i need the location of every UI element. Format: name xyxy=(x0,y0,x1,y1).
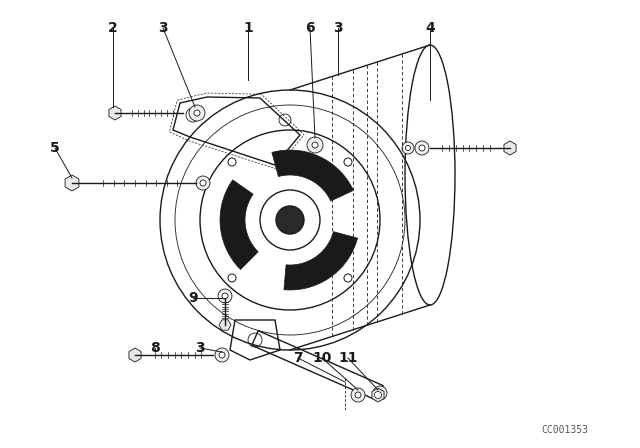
Circle shape xyxy=(419,145,425,151)
Circle shape xyxy=(200,180,206,186)
Circle shape xyxy=(377,390,383,396)
Polygon shape xyxy=(109,106,121,120)
Polygon shape xyxy=(65,175,79,191)
Circle shape xyxy=(222,293,228,299)
Circle shape xyxy=(402,142,414,154)
Text: 3: 3 xyxy=(195,341,205,355)
Text: 1: 1 xyxy=(243,21,253,35)
Text: 9: 9 xyxy=(188,291,198,305)
Polygon shape xyxy=(272,150,353,201)
Text: 3: 3 xyxy=(333,21,343,35)
Polygon shape xyxy=(220,180,258,270)
Polygon shape xyxy=(129,348,141,362)
Circle shape xyxy=(194,110,200,116)
Text: CC001353: CC001353 xyxy=(541,425,589,435)
Text: 5: 5 xyxy=(50,141,60,155)
Circle shape xyxy=(196,176,210,190)
Circle shape xyxy=(373,386,387,400)
Circle shape xyxy=(218,289,232,303)
Text: 11: 11 xyxy=(339,351,358,365)
Text: 6: 6 xyxy=(305,21,315,35)
Text: 4: 4 xyxy=(425,21,435,35)
Text: 3: 3 xyxy=(158,21,168,35)
Circle shape xyxy=(219,352,225,358)
Text: 7: 7 xyxy=(293,351,303,365)
Circle shape xyxy=(276,206,304,234)
Circle shape xyxy=(415,141,429,155)
Text: 8: 8 xyxy=(150,341,160,355)
Circle shape xyxy=(312,142,318,148)
Polygon shape xyxy=(219,320,231,330)
Text: 10: 10 xyxy=(312,351,332,365)
Circle shape xyxy=(307,137,323,153)
Polygon shape xyxy=(504,141,516,155)
Circle shape xyxy=(406,146,410,151)
Circle shape xyxy=(351,388,365,402)
Text: 2: 2 xyxy=(108,21,118,35)
Circle shape xyxy=(215,348,229,362)
Circle shape xyxy=(189,105,205,121)
Polygon shape xyxy=(284,232,358,290)
Circle shape xyxy=(374,392,381,399)
Polygon shape xyxy=(372,388,384,402)
Circle shape xyxy=(355,392,361,398)
